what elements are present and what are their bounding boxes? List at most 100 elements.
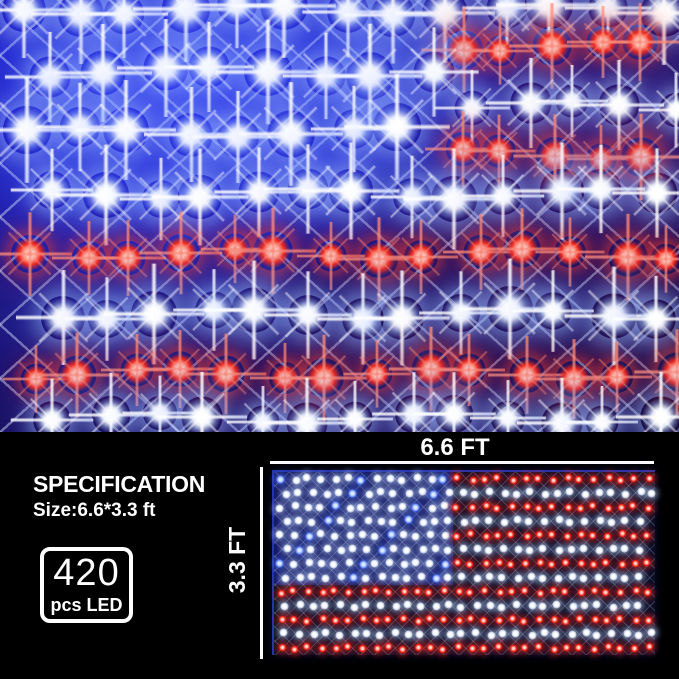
flag-led-dot — [547, 501, 557, 511]
flag-led-dot — [636, 487, 646, 497]
flag-led-dot — [465, 559, 475, 569]
flag-led-dot — [452, 473, 462, 483]
flag-led-dot — [607, 518, 617, 528]
flag-led-dot — [495, 615, 505, 625]
flag-led-dot — [560, 616, 570, 626]
flag-led-dot — [424, 588, 434, 598]
flag-led-dot — [567, 629, 577, 639]
flag-led-dot — [506, 587, 516, 597]
flag-led-dot — [607, 629, 617, 639]
flag-led-dot — [560, 586, 570, 596]
flag-led-dot — [274, 529, 284, 539]
flag-led-dot — [345, 557, 355, 567]
flag-led-dot — [577, 559, 587, 569]
flag-led-dot — [363, 515, 373, 525]
flag-led-dot — [609, 572, 619, 582]
flag-led-dot — [591, 615, 601, 625]
flag-led-dot — [565, 517, 575, 527]
flag-led-dot — [316, 475, 326, 485]
flag-led-dot — [323, 490, 333, 499]
flag-lights-photo — [0, 0, 679, 434]
flag-led-dot — [486, 600, 496, 610]
flag-led-dot — [494, 557, 504, 567]
flag-led-dot — [616, 587, 626, 597]
flag-led-dot — [466, 529, 476, 539]
flag-led-dot — [404, 489, 414, 499]
flag-led-dot — [398, 614, 408, 624]
flag-led-dot — [318, 588, 328, 598]
flag-led-dot — [376, 601, 386, 611]
flag-led-dot — [602, 616, 612, 626]
flag-led-dot — [575, 614, 585, 624]
flag-led-dot — [498, 543, 508, 553]
flag-led-dot — [590, 585, 600, 595]
flag-led-dot — [552, 599, 562, 609]
flag-led-dot — [383, 615, 393, 625]
flag-led-dot — [293, 515, 303, 525]
flag-led-dot — [445, 630, 455, 640]
flag-led-dot — [636, 516, 646, 526]
led-light-red — [384, 220, 458, 294]
flag-led-dot — [466, 613, 476, 623]
flag-led-dot — [424, 558, 434, 568]
flag-led-dot — [631, 585, 641, 595]
flag-led-dot — [628, 474, 638, 484]
flag-led-dot — [587, 501, 597, 511]
flag-led-dot — [605, 488, 615, 498]
flag-led-dot — [533, 474, 543, 484]
flag-led-dot — [290, 644, 300, 654]
flag-led-dot — [604, 503, 614, 513]
flag-led-dot — [413, 616, 423, 626]
led-light-white — [412, 372, 495, 434]
flag-led-dot — [334, 487, 344, 497]
width-dimension-label: 6.6 FT — [420, 434, 490, 461]
flag-led-dot — [576, 588, 586, 598]
flag-led-dot — [629, 531, 639, 541]
flag-led-dot — [404, 629, 414, 639]
flag-led-dot — [454, 616, 464, 626]
flag-led-dot — [377, 571, 387, 581]
flag-led-dot — [441, 560, 451, 570]
led-count: 420 — [53, 552, 120, 594]
flag-led-dot — [537, 573, 547, 583]
led-light-white — [11, 379, 94, 434]
flag-led-dot — [456, 602, 466, 612]
flag-led-dot — [628, 501, 638, 511]
flag-led-dot — [345, 503, 355, 513]
flag-led-dot — [317, 559, 327, 569]
flag-led-dot — [647, 628, 657, 638]
flag-led-dot — [592, 630, 602, 640]
flag-led-dot — [417, 487, 427, 497]
flag-led-dot — [347, 543, 357, 553]
flag-led-dot — [437, 644, 447, 654]
flag-led-dot — [397, 501, 407, 511]
flag-led-dot — [554, 545, 564, 555]
flag-led-dot — [509, 644, 519, 654]
flag-led-dot — [645, 473, 655, 483]
flag-led-dot — [308, 602, 318, 612]
flag-led-dot — [507, 502, 517, 512]
flag-led-dot — [492, 473, 502, 483]
flag-led-dot — [323, 516, 333, 526]
flag-led-dot — [386, 473, 396, 483]
led-light-white — [157, 372, 247, 434]
flag-led-dot — [578, 543, 588, 553]
flag-led-dot — [615, 475, 625, 485]
flag-led-dot — [563, 502, 573, 512]
flag-led-dot — [336, 546, 346, 556]
flag-led-dot — [330, 615, 340, 625]
flag-led-dot — [645, 642, 655, 652]
led-count-badge: 420 pcs LED — [40, 547, 133, 623]
flag-led-dot — [521, 473, 531, 483]
flag-led-dot — [493, 530, 503, 540]
flag-led-dot — [290, 530, 300, 540]
flag-led-dot — [320, 574, 330, 584]
flag-led-dot — [438, 475, 448, 485]
flag-led-dot — [478, 644, 488, 654]
flag-led-dot — [630, 644, 640, 654]
flag-led-dot — [601, 557, 611, 567]
flag-led-dot — [579, 516, 589, 526]
flag-led-dot — [547, 560, 557, 570]
flag-led-dot — [403, 515, 413, 525]
